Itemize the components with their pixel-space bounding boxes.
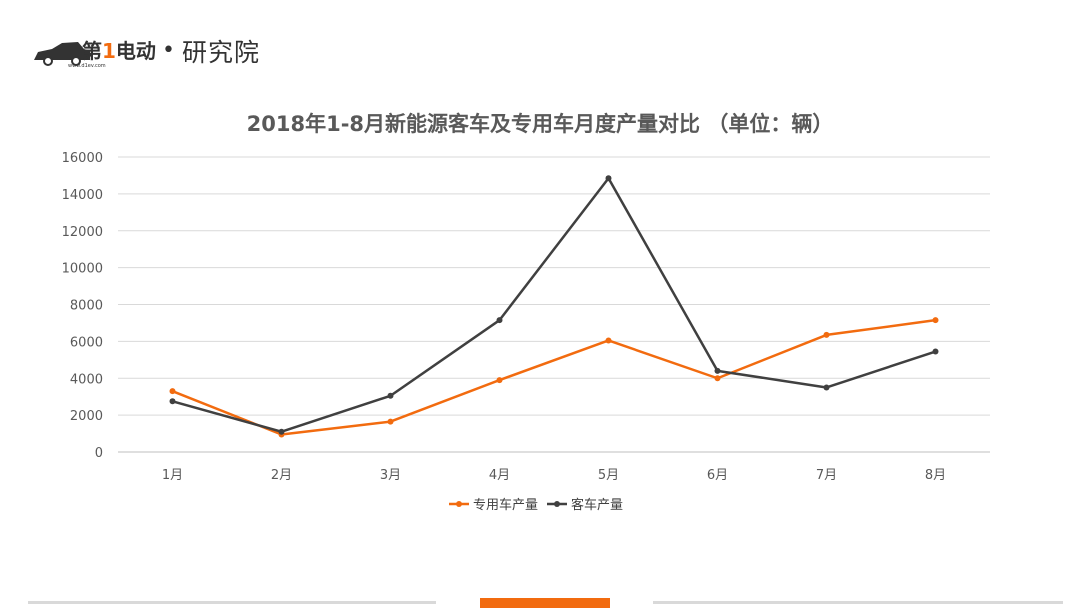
data-point [387,392,394,399]
data-point [823,384,830,391]
data-point [932,348,939,355]
data-point [169,398,176,405]
data-point [714,375,721,382]
legend-marker [456,501,462,507]
chart-title: 2018年1-8月新能源客车及专用车月度产量对比 （单位：辆） [246,112,834,136]
x-tick-label: 1月 [162,468,183,483]
data-point [714,367,721,374]
data-point [387,418,394,425]
x-tick-label: 7月 [816,468,837,483]
legend-label: 客车产量 [571,497,623,513]
svg-text:www.d1ev.com: www.d1ev.com [68,63,106,68]
x-tick-label: 5月 [598,468,619,483]
footer-divider-right [653,601,1063,604]
footer-accent-bar [480,598,610,608]
x-tick-label: 2月 [271,468,292,483]
data-point [932,317,939,324]
y-tick-label: 4000 [70,372,103,387]
x-tick-label: 8月 [925,468,946,483]
y-tick-label: 8000 [70,299,103,314]
data-point [496,377,503,384]
data-point [278,428,285,435]
svg-text:第1电动: 第1电动 [82,39,156,63]
data-point [605,175,612,182]
brand-logo: 第1电动 www.d1ev.com • 研究院 [32,34,260,68]
series-line [172,176,936,433]
y-tick-label: 10000 [62,262,103,277]
x-tick-label: 4月 [489,468,510,483]
data-point [169,388,176,395]
y-tick-label: 12000 [62,225,103,240]
car-logo-icon: 第1电动 www.d1ev.com [34,39,156,68]
x-tick-label: 6月 [707,468,728,483]
data-point [605,337,612,344]
logo-separator: • [162,38,175,63]
legend-label: 专用车产量 [473,497,538,513]
x-tick-label: 3月 [380,468,401,483]
legend-marker [554,501,560,507]
logo-subtitle: 研究院 [181,38,260,67]
series-line [172,318,936,436]
data-point [823,331,830,338]
y-tick-label: 2000 [70,409,103,424]
y-tick-label: 16000 [62,151,103,166]
y-tick-label: 6000 [70,335,103,350]
footer-divider-left [28,601,436,604]
y-tick-label: 14000 [62,188,103,203]
data-point [496,317,503,324]
y-tick-label: 0 [95,446,103,461]
